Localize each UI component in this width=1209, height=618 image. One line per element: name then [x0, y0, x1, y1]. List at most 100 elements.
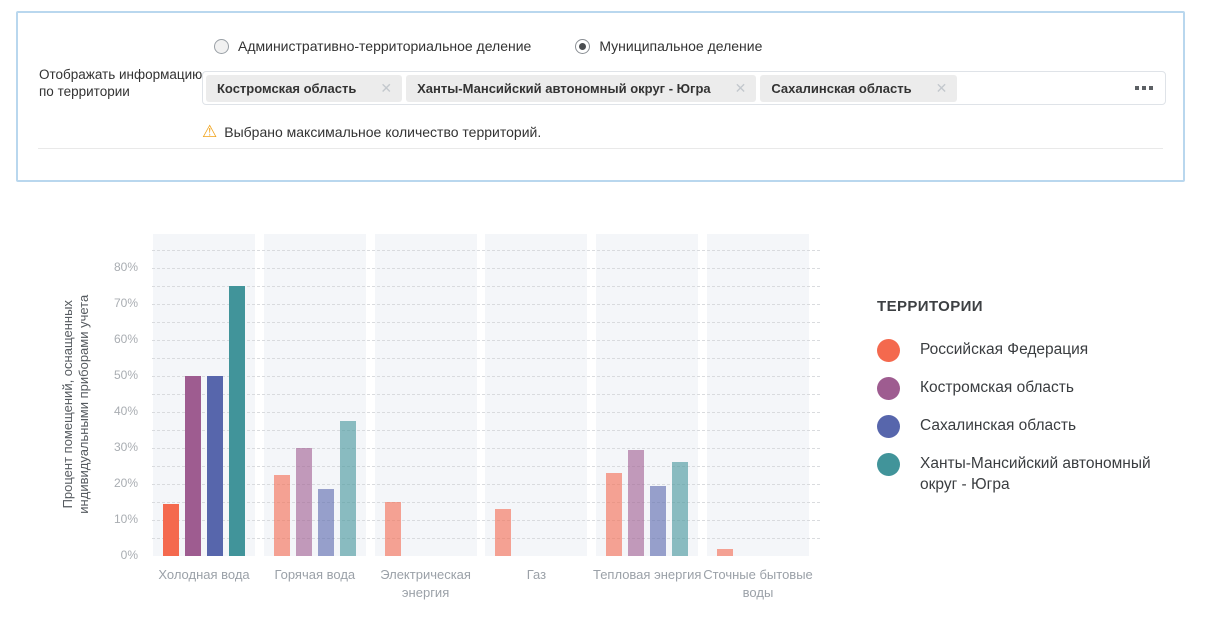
territory-tag-chip[interactable]: Костромская область ✕	[206, 74, 403, 102]
territory-tag-chip[interactable]: Сахалинская область ✕	[760, 74, 958, 102]
bar[interactable]	[273, 475, 290, 556]
y-tick-label: 30%	[113, 440, 138, 454]
bar[interactable]	[317, 489, 334, 556]
gridline	[152, 430, 820, 431]
radio-selected-icon[interactable]	[575, 38, 591, 54]
legend-item-label: Костромская область	[920, 379, 1074, 396]
y-tick-label: 80%	[113, 260, 138, 274]
bar[interactable]	[650, 486, 667, 556]
x-axis-label: Электрическая энергия	[380, 567, 471, 600]
bar-group-3	[384, 502, 467, 556]
legend-color-dot	[877, 377, 900, 400]
y-axis-title-line1: Процент помещений, оснащенных	[59, 300, 75, 509]
legend-color-dot	[877, 415, 900, 438]
legend-item-label: Ханты-Мансийский автономный округ - Югра	[920, 455, 1151, 493]
bar[interactable]	[339, 421, 356, 556]
bar-group-6	[717, 549, 799, 556]
y-tick-label: 10%	[113, 512, 138, 526]
category-band	[707, 234, 809, 556]
more-options-icon	[1135, 86, 1139, 90]
legend-item[interactable]: Ханты-Мансийский автономный округ - Югра	[877, 453, 1177, 496]
legend-item[interactable]: Российская Федерация	[877, 339, 1177, 362]
gridline	[152, 304, 820, 305]
gridline	[152, 376, 820, 377]
warning-icon: ⚠	[202, 122, 218, 141]
gridline	[152, 502, 820, 503]
division-radio-option-2[interactable]: Муниципальное деление	[575, 38, 762, 54]
panel-divider	[38, 148, 1163, 149]
warning-text: Выбрано максимальное количество территор…	[224, 123, 542, 140]
gridline	[152, 412, 820, 413]
territory-tag-label: Ханты-Мансийский автономный округ - Югра	[417, 80, 711, 96]
territory-filter-panel: Административно-территориальное деление М…	[16, 11, 1185, 182]
gridline	[152, 268, 820, 269]
bar-group-1	[163, 286, 245, 556]
bar[interactable]	[384, 502, 401, 556]
y-axis-title: Процент помещений, оснащенных индивидуал…	[60, 239, 93, 569]
territory-tag-chip[interactable]: Ханты-Мансийский автономный округ - Югра…	[406, 74, 757, 102]
x-axis-labels: Холодная вода Горячая вода Электрическая э…	[152, 566, 832, 610]
y-tick-label: 60%	[113, 332, 138, 346]
gridline	[152, 538, 820, 539]
territory-tags-input[interactable]: Костромская область ✕ Ханты-Мансийский авт…	[202, 71, 1166, 105]
x-axis-label: Холодная вода	[158, 567, 250, 582]
gridline	[152, 250, 820, 251]
bar[interactable]	[229, 286, 245, 556]
more-options-button[interactable]	[1133, 82, 1155, 94]
bar-group-4	[495, 509, 577, 556]
legend-items: Российская Федерация Костромская область С…	[877, 339, 1177, 496]
category-band	[485, 234, 588, 556]
gridline	[152, 358, 820, 359]
legend-title: ТЕРРИТОРИИ	[877, 298, 983, 315]
radio-unselected-icon[interactable]	[214, 38, 229, 54]
x-axis-label: Горячая вода	[274, 567, 356, 582]
y-tick-label: 40%	[113, 404, 138, 418]
division-radio-label: Административно-территориальное деление	[238, 38, 532, 54]
gridline	[152, 322, 820, 323]
gridline	[152, 286, 820, 287]
bar[interactable]	[628, 450, 645, 556]
remove-tag-icon[interactable]: ✕	[734, 80, 747, 96]
bar[interactable]	[495, 509, 512, 556]
gridline	[152, 340, 820, 341]
bar[interactable]	[606, 473, 623, 556]
x-axis-label: Сточные бытовые воды	[703, 567, 813, 600]
x-axis-label: Газ	[526, 567, 547, 582]
territory-tag-label: Сахалинская область	[771, 80, 912, 96]
bar[interactable]	[163, 504, 179, 556]
bar[interactable]	[295, 448, 312, 556]
x-axis-label: Тепловая энергия	[592, 567, 702, 582]
gridline	[152, 484, 820, 485]
division-radio-label: Муниципальное деление	[599, 38, 763, 54]
territory-field-label: Отображать информацию по территории	[39, 67, 202, 101]
gridline	[152, 520, 820, 521]
more-options-icon	[1149, 86, 1153, 90]
bar-group-5	[606, 450, 689, 556]
legend-item-label: Сахалинская область	[920, 417, 1077, 434]
bar[interactable]	[672, 462, 689, 556]
legend-item-label: Российская Федерация	[920, 341, 1089, 358]
legend-color-dot	[877, 453, 900, 476]
more-options-icon	[1142, 86, 1146, 90]
bar-group-2	[273, 421, 356, 556]
legend-item[interactable]: Сахалинская область	[877, 415, 1177, 438]
gridline	[152, 394, 820, 395]
division-radio-group: Административно-территориальное деление М…	[214, 38, 762, 54]
gridline	[152, 448, 820, 449]
y-tick-label: 0%	[120, 548, 138, 562]
y-tick-label: 20%	[113, 476, 138, 490]
bar[interactable]	[185, 376, 201, 556]
legend-item[interactable]: Костромская область	[877, 377, 1177, 400]
remove-tag-icon[interactable]: ✕	[380, 80, 393, 96]
remove-tag-icon[interactable]: ✕	[935, 80, 948, 96]
bar-chart-plot-area	[152, 234, 820, 556]
y-tick-label: 50%	[113, 368, 138, 382]
bar[interactable]	[717, 549, 733, 556]
chart-legend: ТЕРРИТОРИИ Российская Федерация Костромск…	[877, 298, 1177, 511]
bar[interactable]	[207, 376, 223, 556]
legend-color-dot	[877, 339, 900, 362]
division-radio-option-1[interactable]: Административно-территориальное деление	[214, 38, 531, 54]
y-axis-ticks: 0% 10% 20% 30% 40% 50% 60% 70% 80%	[90, 234, 138, 562]
territory-tag-label: Костромская область	[217, 80, 357, 96]
